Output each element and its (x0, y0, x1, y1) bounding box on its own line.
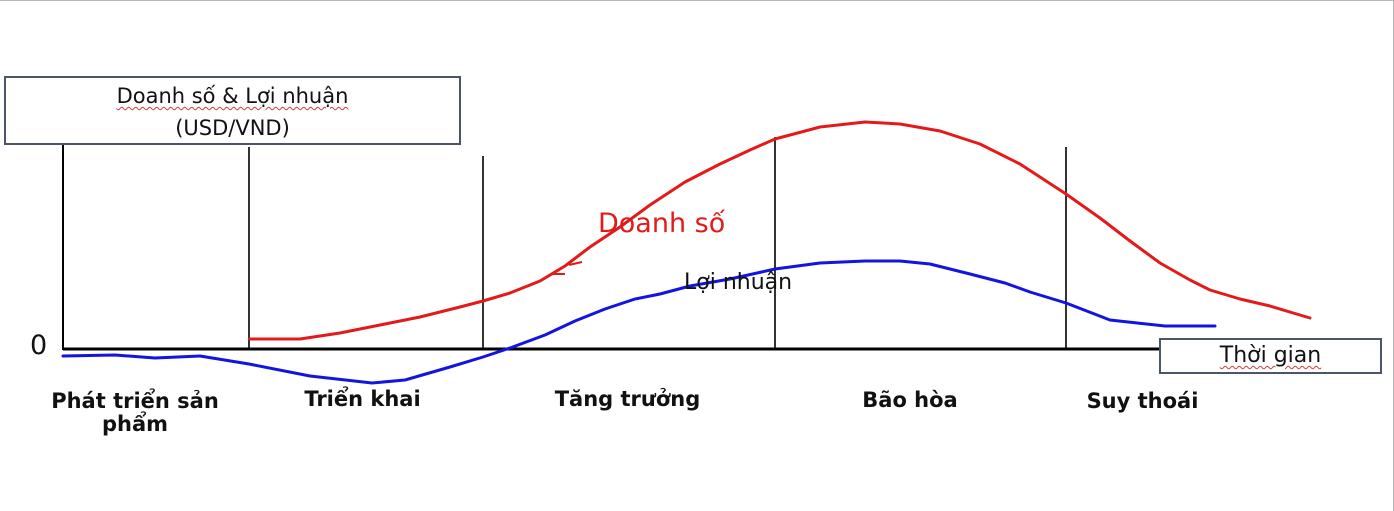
y-axis-label-line2: (USD/VND) (175, 116, 290, 140)
stage-label-growth: Tăng trưởng (554, 387, 701, 411)
top-border (0, 0, 1394, 1)
y-axis-label-box: Doanh số & Lợi nhuận (USD/VND) (4, 76, 461, 145)
sales-tick-mark (568, 261, 583, 266)
sales-series-label: Doanh số (598, 208, 726, 239)
x-axis-label-box: Thời gian (1159, 338, 1382, 374)
profit-curve (61, 259, 1217, 385)
x-axis-label: Thời gian (1219, 343, 1322, 368)
zero-label: 0 (30, 330, 48, 361)
y-axis-label-text: Doanh số & Lợi nhuận (116, 84, 349, 108)
stage-label-decline: Suy thoái (1086, 389, 1199, 413)
profit-series-label: Lợi nhuận (684, 270, 793, 295)
y-axis-label-line1: Doanh số & Lợi nhuận (6, 80, 459, 112)
stage-label-maturity: Bão hòa (862, 388, 958, 412)
sales-curve (248, 120, 1312, 341)
stage-label-development: Phát triển sản phẩm (51, 389, 219, 436)
stage-label-introduction: Triển khai (304, 387, 421, 411)
